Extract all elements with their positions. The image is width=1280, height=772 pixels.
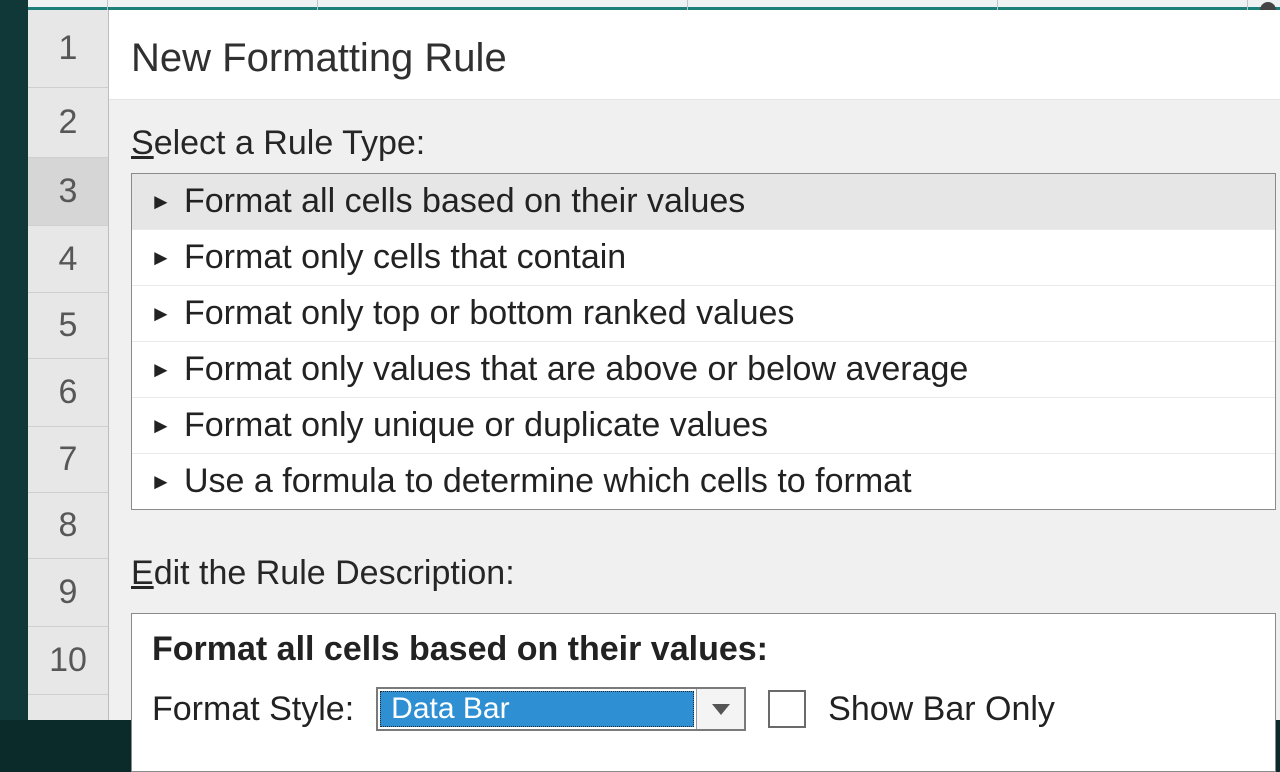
format-style-value: Data Bar [380,691,694,727]
list-arrow-icon: ► [150,357,170,383]
chevron-down-icon [712,704,730,715]
row-header[interactable]: 10 [28,627,108,695]
row-header[interactable]: 3 [28,158,108,226]
edit-rule-description-panel: Format all cells based on their values: … [131,613,1276,772]
rule-type-listbox[interactable]: ►Format all cells based on their values►… [131,173,1276,510]
worksheet-background: 12345678910 New Formatting Rule Select a… [0,0,1280,720]
list-arrow-icon: ► [150,301,170,327]
format-style-combobox[interactable]: Data Bar [376,687,746,731]
rule-type-item[interactable]: ► Use a formula to determine which cells … [132,454,1275,509]
rule-type-item-label: Use a formula to determine which cells t… [184,462,912,501]
row-header[interactable]: 5 [28,293,108,359]
row-header[interactable]: 7 [28,427,108,493]
rule-type-item-label: Format all cells based on their values [184,182,745,221]
rule-type-item-label: Format only values that are above or bel… [184,350,968,389]
show-bar-only-checkbox[interactable] [768,690,806,728]
row-header-gutter: 12345678910 [28,10,108,720]
select-rule-type-label-text: elect a Rule Type: [154,124,426,162]
format-style-label: Format Style: [152,690,354,729]
rule-type-item[interactable]: ► Format only values that are above or be… [132,342,1275,398]
edit-rule-title: Format all cells based on their values: [152,630,1255,669]
rule-type-item[interactable]: ► Format only top or bottom ranked values [132,286,1275,342]
list-arrow-icon: ► [150,189,170,215]
row-header[interactable]: 2 [28,88,108,158]
edit-rule-description-label: Edit the Rule Description: [131,530,1276,603]
edit-rule-description-label-text: dit the Rule Description: [154,554,515,592]
app-left-strip [0,0,28,720]
list-arrow-icon: ► [150,469,170,495]
select-rule-type-mnemonic: S [131,124,154,162]
show-bar-only-label: Show Bar Only [828,690,1055,729]
rule-type-item[interactable]: ► Format only unique or duplicate values [132,398,1275,454]
row-header[interactable]: 1 [28,10,108,88]
new-formatting-rule-dialog: New Formatting Rule Select a Rule Type: … [108,10,1280,720]
rule-type-item-label: Format only top or bottom ranked values [184,294,794,333]
column-header-row [28,0,1280,10]
rule-type-item[interactable]: ► Format all cells based on their values [132,174,1275,230]
row-header[interactable]: 6 [28,359,108,427]
row-header[interactable]: 4 [28,226,108,293]
row-header[interactable]: 8 [28,493,108,559]
dialog-title: New Formatting Rule [109,10,1280,100]
row-header[interactable]: 9 [28,559,108,627]
rule-type-item-label: Format only unique or duplicate values [184,406,768,445]
format-style-row: Format Style: Data Bar Show Bar Only [152,687,1255,731]
rule-type-item-label: Format only cells that contain [184,238,626,277]
edit-rule-description-mnemonic: E [131,554,154,592]
list-arrow-icon: ► [150,413,170,439]
rule-type-item[interactable]: ► Format only cells that contain [132,230,1275,286]
format-style-dropdown-button[interactable] [696,689,744,729]
list-arrow-icon: ► [150,245,170,271]
select-rule-type-label: Select a Rule Type: [109,100,1280,173]
